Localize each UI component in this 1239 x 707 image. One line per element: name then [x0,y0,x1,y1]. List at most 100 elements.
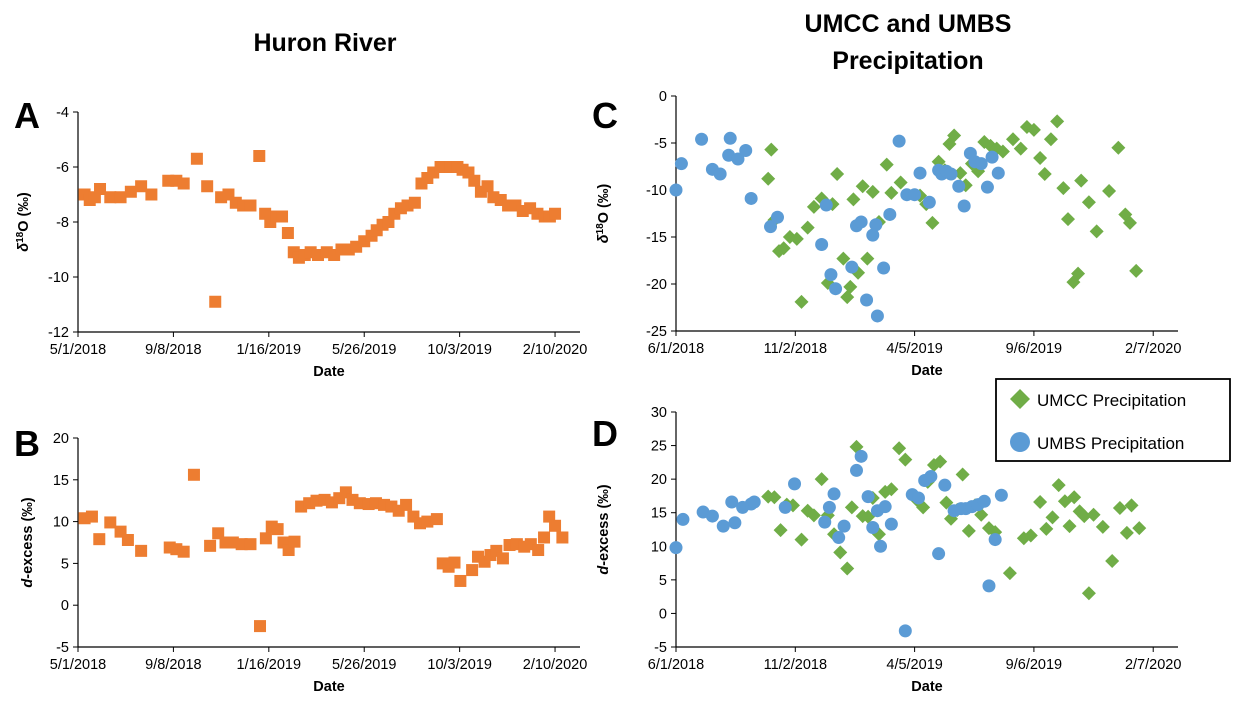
umcc-data-point [800,220,815,235]
y-tick-label: 0 [659,606,667,622]
umbs-data-point [824,268,838,282]
x-tick-label: 6/1/2018 [648,341,704,357]
x-tick-label: 5/26/2019 [332,342,397,358]
umcc-data-point [814,472,829,487]
precipitation-heading-line1: UMCC and UMBS [805,10,1012,38]
y-tick-label: -20 [646,277,667,293]
umcc-data-point [1033,151,1048,166]
umcc-data-point [846,192,861,207]
umbs-data-point [922,195,936,209]
panel-label-a: A [14,95,40,136]
panel-d-chart: D 30 25 20 15 10 5 0 -56/1/2018 11/2/2018 4/5/2019… [592,405,1181,695]
umcc-data-point [1102,183,1117,198]
data-point [408,196,421,209]
data-point [187,468,200,481]
umcc-data-point [1002,566,1017,581]
umcc-data-point [1062,519,1077,534]
data-point [288,535,301,548]
data-point [190,152,203,165]
x-tick-label: 5/1/2018 [50,342,106,358]
panel-label-d: D [592,413,618,454]
umcc-data-point [1033,494,1048,509]
umbs-data-point [884,517,898,531]
y-tick-label: 5 [61,556,69,572]
umcc-data-point [1105,554,1120,569]
y-tick-label: 20 [53,431,69,447]
data-point [454,574,467,587]
y-axis-title: d-excess (‰) [20,497,36,587]
umcc-data-point [1077,509,1092,524]
umcc-data-point [764,142,779,157]
y-axis-title: δ18O (‰) [15,192,33,252]
x-tick-label: 11/2/2018 [764,657,827,673]
y-tick-label: -5 [56,640,69,656]
data-point [135,180,148,193]
umbs-data-point [869,218,883,232]
x-tick-label: 6/1/2018 [648,657,704,673]
umcc-data-point [1081,586,1096,601]
umbs-data-point [723,131,737,145]
umbs-data-point [877,261,891,275]
data-point [145,188,158,201]
umcc-data-point [767,490,782,505]
y-tick-label: 20 [651,472,667,488]
data-point [104,516,117,529]
umbs-data-point [764,220,778,234]
umbs-data-point [994,488,1008,502]
umbs-data-point [977,494,991,508]
y-tick-label: -15 [646,230,667,246]
umbs-data-point [866,228,880,242]
x-tick-label: 10/3/2019 [427,342,492,358]
x-tick-label: 11/2/2018 [764,341,827,357]
umcc-data-point [933,454,948,469]
umcc-data-point [995,144,1010,159]
umcc-data-point [1119,525,1134,540]
umcc-data-point [1005,132,1020,147]
data-point [468,174,481,187]
x-axis-title: Date [911,679,942,695]
umcc-data-point [1111,140,1126,155]
umbs-data-point [669,541,683,555]
y-tick-label: -8 [56,215,69,231]
data-point [407,510,420,523]
umbs-data-point [832,531,846,545]
data-point [135,544,148,557]
umcc-data-point [1037,167,1052,182]
umbs-data-point [725,495,739,509]
y-tick-label: -25 [646,324,667,340]
data-point [85,510,98,523]
x-tick-label: 2/10/2020 [523,342,588,358]
legend: UMCC Precipitation UMBS Precipitation [995,378,1231,462]
umbs-data-point [676,512,690,526]
umcc-data-point [884,482,899,497]
umcc-data-point [1039,521,1054,536]
umbs-data-point [874,539,888,553]
umbs-data-point [747,495,761,509]
huron-river-heading: Huron River [253,29,396,57]
data-point [244,199,257,212]
umbs-data-point [705,509,719,523]
umbs-data-point [957,199,971,213]
umbs-data-point [669,183,683,197]
panel-a-chart: A -4 -6 -8 -10 -125/1/2018 9/8/2018 1/16/2019 5/… [14,95,587,380]
legend-umcc-label: UMCC Precipitation [1037,391,1186,410]
panel-b-chart: B 20 15 10 5 0 -55/1/2018 9/8/2018 1/16/2019 5/26… [14,423,587,695]
x-tick-label: 1/16/2019 [237,657,302,673]
legend-umbs-marker [1010,432,1030,452]
umbs-data-point [837,519,851,533]
y-axis-title: δ18O (‰) [595,184,613,244]
umbs-data-point [854,215,868,229]
umcc-data-point [1051,478,1066,493]
umbs-data-point [898,624,912,638]
umcc-data-point [1129,263,1144,278]
umcc-data-point [776,241,791,256]
umcc-data-point [1071,266,1086,281]
data-point [543,510,556,523]
umbs-data-point [778,500,792,514]
umbs-data-point [713,167,727,181]
umcc-data-point [773,523,788,538]
umbs-data-point [913,166,927,180]
umcc-data-point [806,508,821,523]
umbs-data-point [988,533,1002,547]
